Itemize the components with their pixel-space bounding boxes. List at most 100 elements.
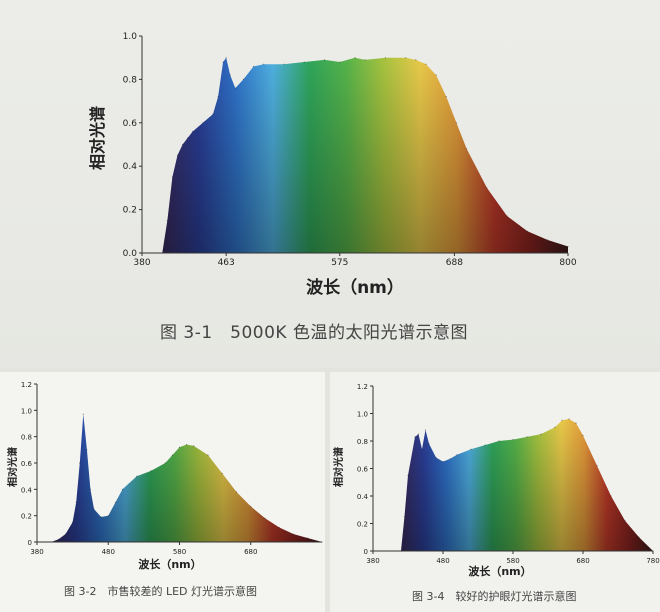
data-point — [242, 78, 245, 80]
data-point — [323, 59, 326, 61]
data-point — [166, 219, 168, 222]
data-point — [445, 96, 447, 98]
y-tick-label: 0.2 — [357, 521, 368, 529]
data-point — [364, 59, 366, 61]
data-point — [465, 148, 468, 150]
x-tick-label: 688 — [446, 258, 463, 268]
data-point — [82, 413, 84, 415]
x-tick-label: 680 — [576, 557, 589, 565]
data-point — [561, 419, 563, 421]
x-tick-label: 480 — [102, 548, 115, 556]
data-point — [384, 57, 387, 59]
y-tick-label: 0.4 — [21, 486, 33, 494]
data-point — [506, 215, 508, 217]
y-tick-label: 0.6 — [123, 119, 138, 129]
spectrum-area-shading — [401, 419, 653, 551]
y-tick-label: 1.0 — [123, 32, 138, 42]
x-tick-label: 380 — [133, 258, 150, 268]
data-point — [75, 501, 77, 504]
eye-lamp-figure-panel: 0 0.2 0.4 0.6 0.8 1.0 1.2 380 480 580 680 780 相对光谱 波长… — [330, 372, 660, 612]
data-point — [107, 515, 109, 517]
data-point — [150, 470, 152, 472]
x-tick-label: 680 — [244, 548, 257, 556]
data-point — [164, 462, 166, 464]
data-point — [526, 436, 528, 438]
data-point — [596, 465, 598, 467]
data-point — [339, 61, 341, 63]
spectrum-area-shading — [51, 414, 322, 542]
data-point — [178, 446, 181, 448]
x-tick-label: 580 — [506, 557, 519, 565]
data-point — [263, 63, 265, 65]
data-point — [136, 475, 138, 477]
data-point — [624, 520, 626, 522]
data-point — [575, 422, 577, 424]
data-point — [415, 59, 417, 61]
data-point — [193, 445, 195, 447]
data-point — [229, 74, 231, 76]
data-point — [171, 454, 173, 456]
data-point — [278, 526, 280, 529]
data-point — [252, 65, 255, 67]
x-tick-label: 580 — [173, 548, 186, 556]
x-axis-label: 波长（nm） — [306, 277, 404, 298]
data-point — [186, 443, 188, 446]
y-tick-label: 0.6 — [21, 460, 33, 468]
data-point — [217, 96, 219, 98]
x-tick-label: 380 — [30, 548, 43, 556]
data-point — [93, 508, 95, 510]
y-tick-label: 0.2 — [21, 513, 32, 521]
data-point — [354, 57, 356, 59]
data-point — [547, 239, 549, 241]
data-point — [610, 495, 612, 497]
spectrum-area-shading — [162, 57, 569, 254]
data-point — [307, 537, 309, 539]
data-point — [498, 440, 500, 442]
x-tick-label: 575 — [331, 258, 348, 268]
data-point — [414, 436, 416, 438]
x-axis-label: 波长（nm） — [138, 557, 201, 571]
x-tick-label: 463 — [218, 258, 235, 268]
led-figure-caption: 图 3-2 市售较差的 LED 灯光谱示意图 — [64, 585, 258, 598]
data-point — [526, 230, 529, 232]
data-point — [425, 63, 427, 65]
data-point — [225, 57, 227, 59]
data-point — [176, 154, 179, 156]
y-axis-label: 相对光谱 — [6, 447, 19, 487]
x-axis-label: 波长（nm） — [468, 564, 531, 578]
data-point — [235, 491, 238, 493]
y-tick-label: 0.8 — [21, 434, 32, 442]
data-point — [72, 521, 74, 523]
data-point — [417, 433, 420, 435]
data-point — [567, 245, 569, 248]
y-tick-label: 0.4 — [357, 493, 369, 501]
y-tick-label: 1.2 — [357, 383, 368, 391]
y-tick-label: 0.4 — [123, 162, 138, 172]
y-tick-label: 0.8 — [123, 75, 138, 85]
x-tick-label: 780 — [646, 557, 659, 565]
led-figure-panel: 0 0.2 0.4 0.6 0.8 1.0 1.2 380 480 580 680 相对光谱 波长（nm… — [0, 372, 325, 612]
data-point — [442, 461, 444, 463]
data-point — [114, 501, 116, 504]
data-point — [424, 429, 427, 431]
data-point — [79, 462, 81, 464]
data-point — [181, 143, 184, 146]
y-tick-label: 1.0 — [21, 407, 32, 415]
eye-lamp-spectrum-chart: 0 0.2 0.4 0.6 0.8 1.0 1.2 380 480 580 680 780 相对光谱波长… — [332, 383, 660, 578]
data-point — [421, 448, 423, 450]
data-point — [554, 426, 556, 428]
data-point — [470, 448, 472, 450]
data-point — [435, 456, 437, 459]
data-point — [283, 63, 285, 65]
data-point — [455, 122, 458, 124]
data-point — [449, 458, 451, 460]
main-spectrum-chart: 0.0 0.2 0.4 0.6 0.8 1.0 380 463 575 688 800 相对光谱波长（… — [88, 32, 577, 298]
data-point — [250, 505, 252, 508]
data-point — [171, 176, 174, 178]
data-point — [121, 488, 124, 490]
data-point — [86, 449, 88, 451]
data-point — [435, 74, 437, 76]
data-point — [292, 533, 295, 535]
data-point — [582, 434, 584, 437]
